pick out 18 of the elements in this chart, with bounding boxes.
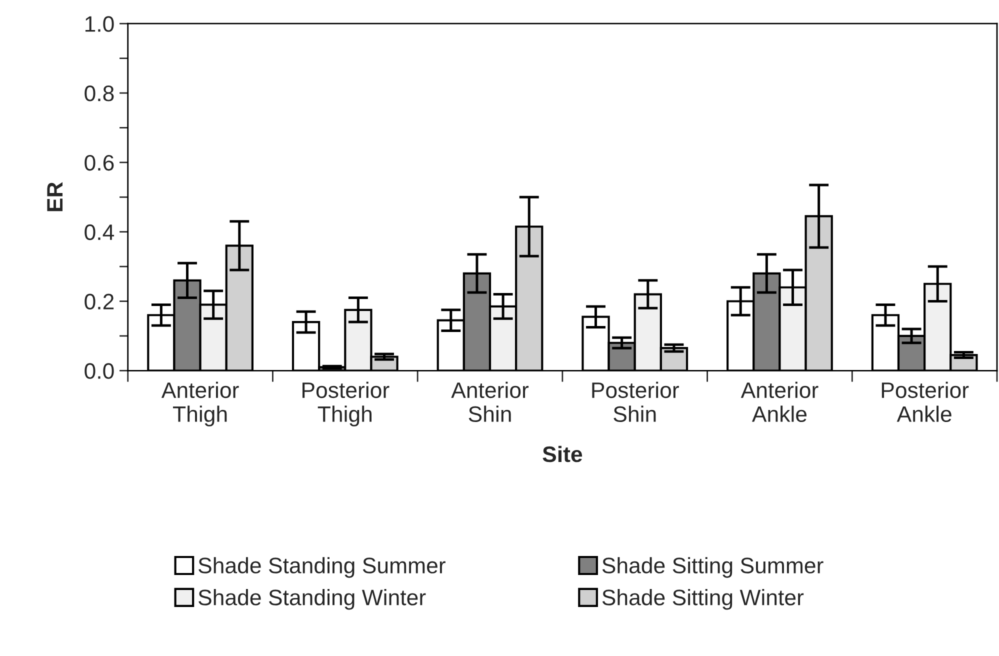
y-tick-label: 0.2 — [84, 294, 114, 310]
y-tick-label: 1.0 — [85, 16, 114, 32]
x-tick-label: Anterior Ankle — [740, 382, 818, 422]
x-tick-label: Anterior Shin — [451, 382, 529, 422]
x-tick-label: Posterior Shin — [592, 382, 679, 422]
x-axis-title: Site — [542, 446, 582, 462]
x-tick-label: Posterior Ankle — [882, 382, 969, 422]
legend-label: Shade Standing Summer — [198, 557, 446, 578]
y-tick-label: 0.8 — [84, 86, 114, 102]
y-axis-title: ER — [47, 182, 63, 212]
x-tick-label: Posterior Thigh — [302, 382, 390, 426]
y-tick-label: 0.0 — [84, 363, 114, 379]
x-tick-label: Anterior Thigh — [161, 382, 239, 426]
legend-label: Shade Sitting Winter — [602, 589, 804, 610]
y-tick-label: 0.4 — [84, 224, 114, 240]
legend-label: Shade Sitting Summer — [602, 557, 824, 578]
y-tick-label: 0.6 — [84, 154, 114, 171]
legend-label: Shade Standing Winter — [198, 589, 426, 610]
